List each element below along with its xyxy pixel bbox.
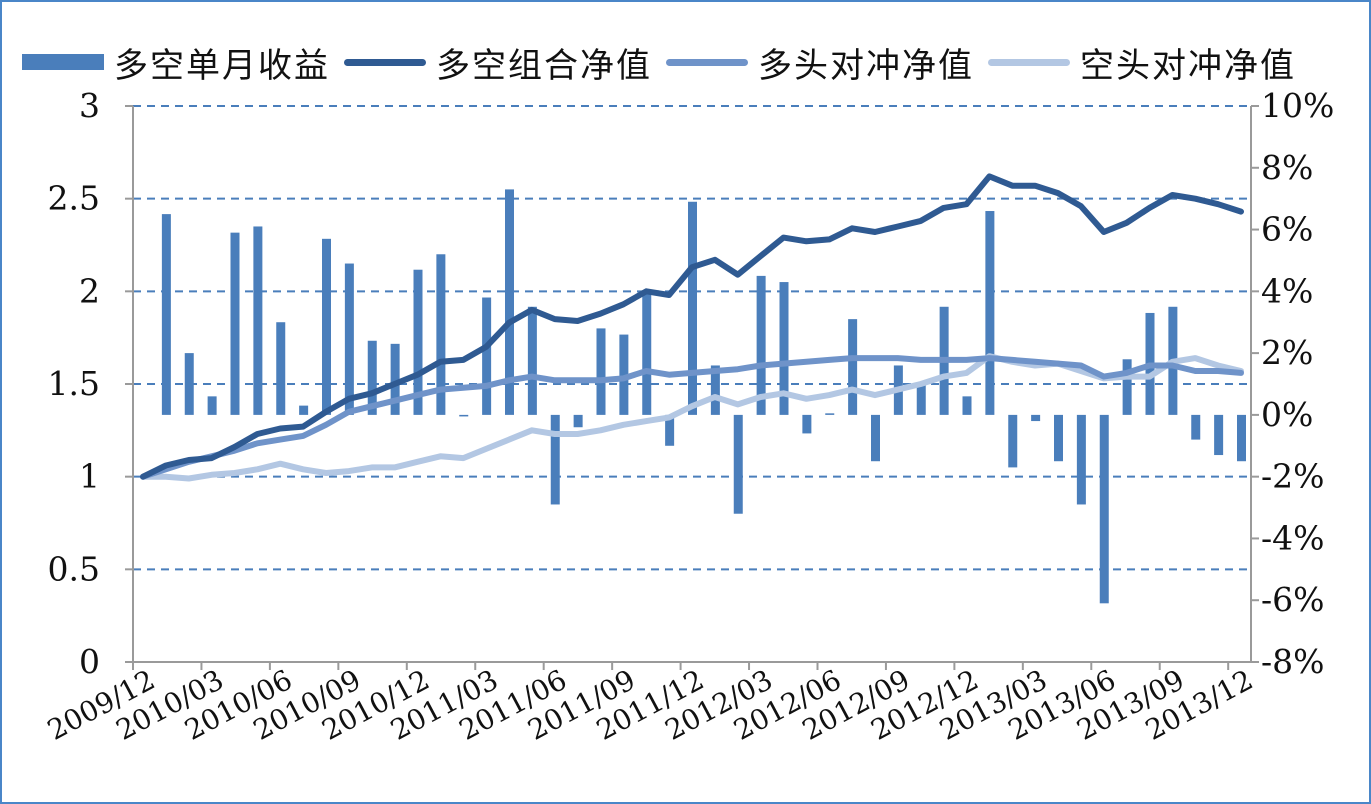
bar-monthly-return bbox=[985, 211, 995, 415]
bar-monthly-return bbox=[619, 334, 629, 415]
right-axis-tick-label: 2% bbox=[1261, 333, 1313, 372]
right-axis-tick-label: 10% bbox=[1261, 86, 1334, 125]
legend-label-short-hedge-nav: 空头对冲净值 bbox=[1080, 45, 1296, 86]
line-long-short-nav bbox=[140, 173, 1244, 480]
left-axis-tick-label: 1 bbox=[79, 457, 100, 496]
legend-item-long-hedge-nav: 多头对冲净值 bbox=[666, 38, 974, 87]
bar-monthly-return bbox=[527, 306, 537, 415]
bar-monthly-return bbox=[390, 343, 400, 415]
right-axis-tick-label: -8% bbox=[1261, 642, 1325, 681]
legend-item-short-hedge-nav: 空头对冲净值 bbox=[988, 38, 1296, 87]
bar-monthly-return bbox=[871, 414, 880, 462]
legend-swatch-long-short bbox=[344, 58, 426, 66]
bar-monthly-return bbox=[276, 322, 286, 415]
left-axis-tick-label: 2.5 bbox=[48, 179, 100, 218]
right-axis-tick-label: 0% bbox=[1261, 395, 1313, 434]
bar-monthly-return bbox=[367, 340, 377, 415]
left-axis-tick-label: 2 bbox=[79, 271, 100, 310]
bar-monthly-return bbox=[1008, 414, 1018, 468]
right-axis-tick-label: 4% bbox=[1261, 271, 1313, 310]
bar-monthly-return bbox=[253, 226, 263, 415]
bar-monthly-return bbox=[344, 263, 354, 415]
bar-monthly-return bbox=[848, 319, 858, 415]
bar-monthly-return bbox=[1076, 414, 1086, 505]
bar-monthly-return bbox=[733, 414, 743, 514]
legend-swatch-short-hedge bbox=[988, 58, 1070, 66]
left-axis-tick-label: 1.5 bbox=[48, 364, 100, 403]
bar-monthly-return bbox=[573, 414, 583, 428]
legend-swatch-bar bbox=[22, 54, 104, 70]
bar-monthly-return bbox=[459, 414, 469, 417]
bar-monthly-return bbox=[1054, 414, 1063, 462]
right-axis-tick-label: -2% bbox=[1261, 457, 1325, 496]
legend-swatch-long-hedge bbox=[666, 58, 748, 66]
bar-monthly-return bbox=[825, 413, 835, 415]
right-axis-tick-label: 6% bbox=[1261, 210, 1313, 249]
right-axis-tick-label: -6% bbox=[1261, 580, 1325, 619]
bar-monthly-return bbox=[1031, 414, 1041, 422]
line-long-hedge-nav bbox=[140, 355, 1244, 480]
bar-monthly-return bbox=[1099, 414, 1109, 604]
legend-label-long-hedge-nav: 多头对冲净值 bbox=[758, 45, 974, 86]
legend-label-monthly-return: 多空单月收益 bbox=[114, 45, 330, 86]
bar-monthly-return bbox=[436, 254, 446, 415]
legend-item-long-short-nav: 多空组合净值 bbox=[344, 38, 652, 87]
bar-monthly-return bbox=[688, 201, 697, 415]
legend-item-monthly-return: 多空单月收益 bbox=[22, 38, 330, 87]
bar-monthly-return bbox=[1191, 414, 1201, 440]
bar-monthly-return bbox=[756, 275, 766, 415]
bar-monthly-return bbox=[550, 414, 560, 505]
bar-monthly-return bbox=[916, 384, 926, 415]
bar-monthly-return bbox=[1237, 414, 1246, 462]
left-axis-tick-label: 0.5 bbox=[48, 549, 100, 588]
left-axis-tick-label: 0 bbox=[79, 642, 100, 681]
bar-monthly-return bbox=[207, 396, 217, 415]
bar-monthly-return bbox=[482, 297, 492, 415]
bar-monthly-return bbox=[505, 189, 514, 415]
bar-monthly-return bbox=[299, 405, 309, 415]
bar-monthly-return bbox=[413, 269, 423, 415]
bar-monthly-return bbox=[665, 414, 675, 446]
legend-label-long-short-nav: 多空组合净值 bbox=[436, 45, 652, 86]
left-axis-tick-label: 3 bbox=[79, 86, 100, 125]
bar-monthly-return bbox=[802, 414, 812, 434]
bar-monthly-return bbox=[710, 365, 720, 415]
bar-monthly-return bbox=[1122, 359, 1132, 415]
bar-monthly-return bbox=[1214, 414, 1224, 456]
bar-monthly-return bbox=[322, 238, 331, 415]
bar-monthly-return bbox=[779, 282, 789, 415]
bar-monthly-return bbox=[184, 353, 194, 415]
bar-monthly-return bbox=[230, 232, 240, 415]
bar-monthly-return bbox=[642, 294, 652, 415]
bar-monthly-return bbox=[962, 396, 972, 415]
bar-monthly-return bbox=[161, 214, 171, 415]
right-axis-tick-label: 8% bbox=[1261, 148, 1313, 187]
chart-legend: 多空单月收益 多空组合净值 多头对冲净值 空头对冲净值 bbox=[22, 38, 1310, 87]
right-axis-tick-label: -4% bbox=[1261, 518, 1325, 557]
bar-monthly-return bbox=[596, 328, 606, 415]
